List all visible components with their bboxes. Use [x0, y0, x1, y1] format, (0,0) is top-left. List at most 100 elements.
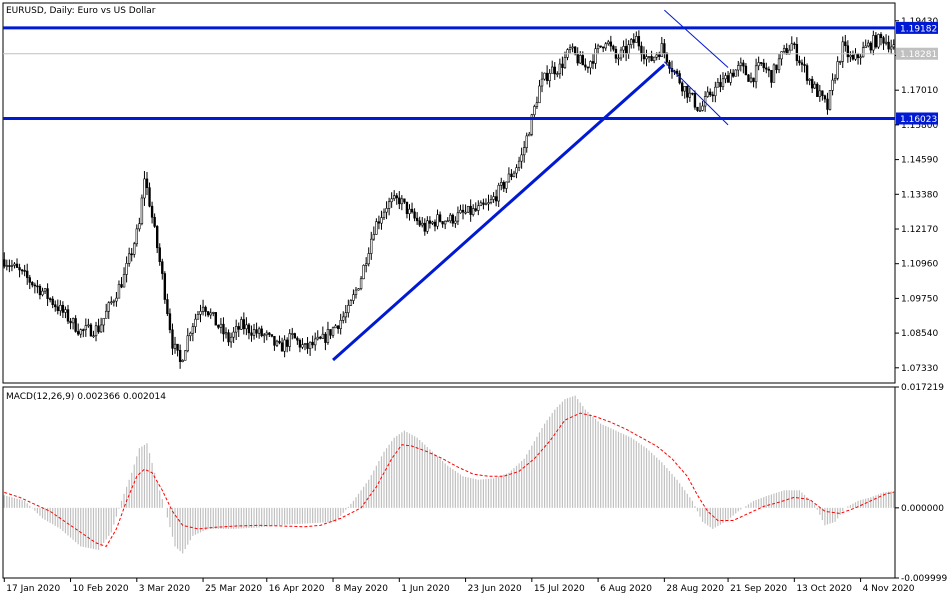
candle-body — [5, 265, 9, 267]
candle-body — [767, 68, 771, 71]
candle-body — [589, 61, 592, 69]
candle-body — [576, 53, 579, 64]
candle-body — [826, 98, 829, 110]
candle-body — [311, 341, 314, 346]
candle-body — [696, 106, 699, 111]
candle-body — [558, 63, 562, 74]
candle-body — [624, 46, 628, 54]
macd-signal-line — [4, 412, 894, 547]
candle-body — [206, 311, 210, 316]
candle-body — [698, 110, 702, 112]
candle-body — [92, 335, 95, 338]
candle-body — [747, 74, 750, 82]
candle-body — [849, 54, 852, 58]
candle-body — [805, 65, 809, 81]
candle-body — [229, 336, 233, 343]
candle-body — [184, 350, 187, 361]
candle-body — [436, 214, 439, 227]
candle-body — [115, 297, 118, 302]
candle-body — [71, 318, 75, 324]
candle-body — [357, 288, 360, 291]
candle-body — [449, 214, 452, 222]
candle-body — [772, 64, 776, 83]
candle-body — [316, 336, 319, 340]
x-tick-label: 23 Jun 2020 — [468, 584, 522, 594]
candle-body — [609, 41, 613, 47]
level-price-badge — [896, 21, 938, 34]
candle-body — [107, 302, 110, 312]
candle-body — [543, 72, 546, 80]
candle-body — [112, 300, 116, 303]
candle-body — [742, 62, 745, 67]
candle-body — [138, 223, 141, 230]
candle-body — [245, 324, 248, 330]
price-tick-label: 1.09750 — [901, 294, 938, 304]
candle-body — [308, 341, 312, 349]
candle-body — [217, 324, 220, 328]
candle-body — [423, 222, 426, 232]
candle-body — [859, 56, 862, 59]
candle-body — [856, 53, 860, 58]
candle-body — [607, 41, 610, 45]
candle-body — [270, 334, 274, 337]
candle-body — [765, 67, 768, 70]
candle-body — [321, 333, 325, 339]
candle-body — [130, 253, 133, 256]
candle-body — [54, 304, 57, 308]
candle-body — [252, 329, 256, 336]
candle-body — [362, 265, 365, 280]
x-tick-label: 10 Feb 2020 — [73, 584, 129, 594]
candle-body — [520, 154, 523, 162]
candle-body — [314, 338, 317, 346]
candle-body — [237, 326, 240, 330]
candle-body — [464, 211, 467, 214]
candle-body — [393, 195, 396, 200]
candle-body — [568, 47, 572, 50]
candle-body — [579, 55, 582, 64]
candle-body — [535, 102, 539, 107]
candle-body — [446, 220, 449, 223]
candle-body — [517, 160, 521, 168]
candle-body — [204, 306, 207, 312]
candle-body — [581, 55, 584, 66]
candle-body — [326, 329, 330, 343]
candle-body — [601, 46, 605, 49]
candle-body — [734, 69, 737, 77]
candle-body — [652, 56, 656, 61]
candle-body — [851, 54, 855, 60]
candle-body — [405, 201, 409, 215]
candle-body — [879, 34, 883, 39]
candle-body — [196, 314, 200, 320]
candle-body — [591, 61, 595, 64]
macd-tick-label: 0.000000 — [901, 504, 944, 514]
level-price-label: 1.19182 — [900, 24, 937, 34]
candle-body — [191, 326, 195, 334]
candle-body — [69, 320, 72, 324]
candle-body — [176, 343, 179, 351]
candle-body — [418, 220, 421, 226]
macd-tick-label: -0.009999 — [901, 574, 947, 584]
x-tick-label: 6 Aug 2020 — [600, 584, 652, 594]
candle-body — [630, 39, 633, 45]
candle-body — [349, 300, 353, 306]
candle-body — [247, 324, 251, 334]
candle-body — [739, 62, 743, 66]
candle-body — [59, 304, 62, 312]
candle-body — [658, 54, 661, 57]
candle-body — [84, 325, 88, 331]
candle-body — [31, 282, 34, 286]
candle-body — [209, 312, 212, 316]
candle-body — [41, 290, 44, 296]
candle-body — [790, 43, 793, 51]
candle-body — [617, 57, 620, 60]
candle-body — [28, 277, 31, 283]
candle-body — [56, 306, 59, 312]
candle-body — [724, 75, 727, 80]
candle-body — [288, 333, 291, 347]
candle-body — [291, 333, 294, 335]
candle-body — [637, 36, 641, 47]
candle-body — [298, 339, 302, 348]
candle-body — [706, 91, 709, 97]
candle-body — [354, 289, 358, 295]
candle-body — [869, 42, 872, 51]
